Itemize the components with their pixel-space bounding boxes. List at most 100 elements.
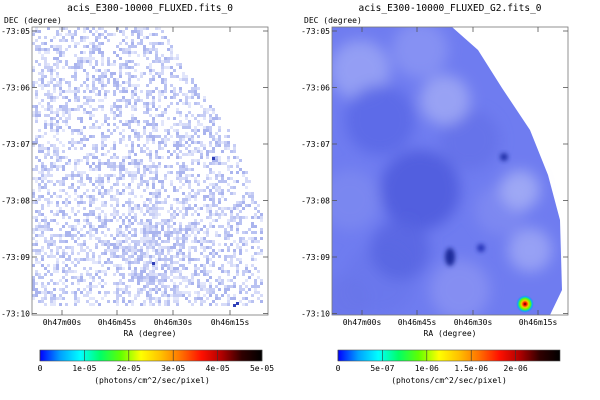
flux-pixel xyxy=(197,120,200,123)
flux-pixel xyxy=(62,90,65,93)
flux-pixel xyxy=(200,114,203,117)
flux-pixel xyxy=(257,204,260,207)
smoothed-flux-blob xyxy=(370,220,430,280)
flux-pixel xyxy=(143,231,146,234)
flux-pixel xyxy=(212,255,215,258)
flux-pixel xyxy=(80,180,83,183)
flux-pixel xyxy=(161,78,164,81)
flux-pixel xyxy=(74,141,77,144)
flux-pixel xyxy=(80,249,83,252)
flux-pixel xyxy=(155,135,158,138)
flux-pixel xyxy=(38,222,41,225)
flux-pixel xyxy=(44,183,47,186)
flux-pixel xyxy=(116,288,119,291)
flux-pixel xyxy=(113,156,116,159)
flux-pixel xyxy=(206,210,209,213)
flux-pixel xyxy=(173,276,176,279)
flux-pixel xyxy=(128,60,131,63)
flux-pixel xyxy=(146,120,149,123)
flux-pixel xyxy=(146,261,149,264)
flux-pixel xyxy=(188,261,191,264)
flux-pixel xyxy=(119,255,122,258)
flux-pixel xyxy=(56,48,59,51)
flux-pixel xyxy=(89,114,92,117)
flux-pixel xyxy=(50,252,53,255)
flux-pixel xyxy=(161,225,164,228)
flux-pixel xyxy=(179,264,182,267)
flux-pixel xyxy=(122,90,125,93)
flux-pixel xyxy=(101,60,104,63)
flux-pixel xyxy=(137,144,140,147)
flux-pixel xyxy=(83,258,86,261)
flux-pixel xyxy=(140,267,143,270)
flux-pixel xyxy=(161,81,164,84)
flux-pixel xyxy=(179,180,182,183)
flux-pixel xyxy=(131,129,134,132)
flux-pixel xyxy=(221,210,224,213)
flux-pixel xyxy=(44,165,47,168)
flux-pixel xyxy=(101,222,104,225)
flux-pixel xyxy=(179,246,182,249)
flux-pixel xyxy=(104,252,107,255)
flux-pixel xyxy=(35,138,38,141)
flux-pixel xyxy=(113,93,116,96)
flux-pixel xyxy=(53,183,56,186)
flux-pixel xyxy=(203,198,206,201)
flux-pixel xyxy=(239,258,242,261)
flux-pixel xyxy=(83,96,86,99)
flux-pixel xyxy=(161,42,164,45)
flux-pixel xyxy=(71,141,74,144)
flux-pixel xyxy=(116,213,119,216)
flux-pixel xyxy=(80,201,83,204)
flux-pixel xyxy=(185,285,188,288)
flux-pixel xyxy=(137,165,140,168)
flux-pixel xyxy=(119,177,122,180)
flux-pixel xyxy=(86,177,89,180)
flux-pixel xyxy=(185,201,188,204)
flux-pixel xyxy=(95,48,98,51)
flux-pixel xyxy=(74,192,77,195)
flux-pixel xyxy=(143,126,146,129)
flux-pixel xyxy=(89,198,92,201)
flux-pixel xyxy=(182,228,185,231)
flux-pixel xyxy=(131,276,134,279)
flux-pixel xyxy=(191,138,194,141)
flux-pixel xyxy=(158,162,161,165)
smoothed-flux-blob xyxy=(420,75,470,125)
flux-pixel xyxy=(182,246,185,249)
flux-pixel xyxy=(230,264,233,267)
right-smoothed-layer xyxy=(332,27,552,315)
flux-pixel xyxy=(116,300,119,303)
flux-pixel xyxy=(104,138,107,141)
flux-pixel xyxy=(236,243,239,246)
flux-pixel xyxy=(122,246,125,249)
flux-pixel xyxy=(80,276,83,279)
flux-pixel xyxy=(80,36,83,39)
smoothed-flux-blob xyxy=(332,275,370,315)
flux-pixel xyxy=(71,177,74,180)
flux-pixel xyxy=(53,297,56,300)
flux-pixel xyxy=(149,246,152,249)
flux-pixel xyxy=(65,174,68,177)
flux-pixel xyxy=(101,99,104,102)
flux-pixel xyxy=(107,165,110,168)
flux-pixel xyxy=(143,279,146,282)
flux-pixel xyxy=(50,96,53,99)
flux-pixel xyxy=(128,279,131,282)
flux-pixel xyxy=(140,219,143,222)
flux-pixel xyxy=(170,45,173,48)
flux-pixel xyxy=(188,180,191,183)
flux-pixel xyxy=(80,177,83,180)
flux-pixel xyxy=(167,39,170,42)
flux-pixel xyxy=(149,294,152,297)
flux-pixel xyxy=(200,207,203,210)
flux-pixel xyxy=(194,192,197,195)
flux-pixel xyxy=(158,90,161,93)
flux-pixel xyxy=(143,45,146,48)
flux-pixel xyxy=(65,213,68,216)
flux-pixel xyxy=(155,213,158,216)
flux-pixel xyxy=(47,105,50,108)
flux-pixel xyxy=(62,255,65,258)
flux-pixel xyxy=(128,162,131,165)
flux-pixel xyxy=(176,147,179,150)
